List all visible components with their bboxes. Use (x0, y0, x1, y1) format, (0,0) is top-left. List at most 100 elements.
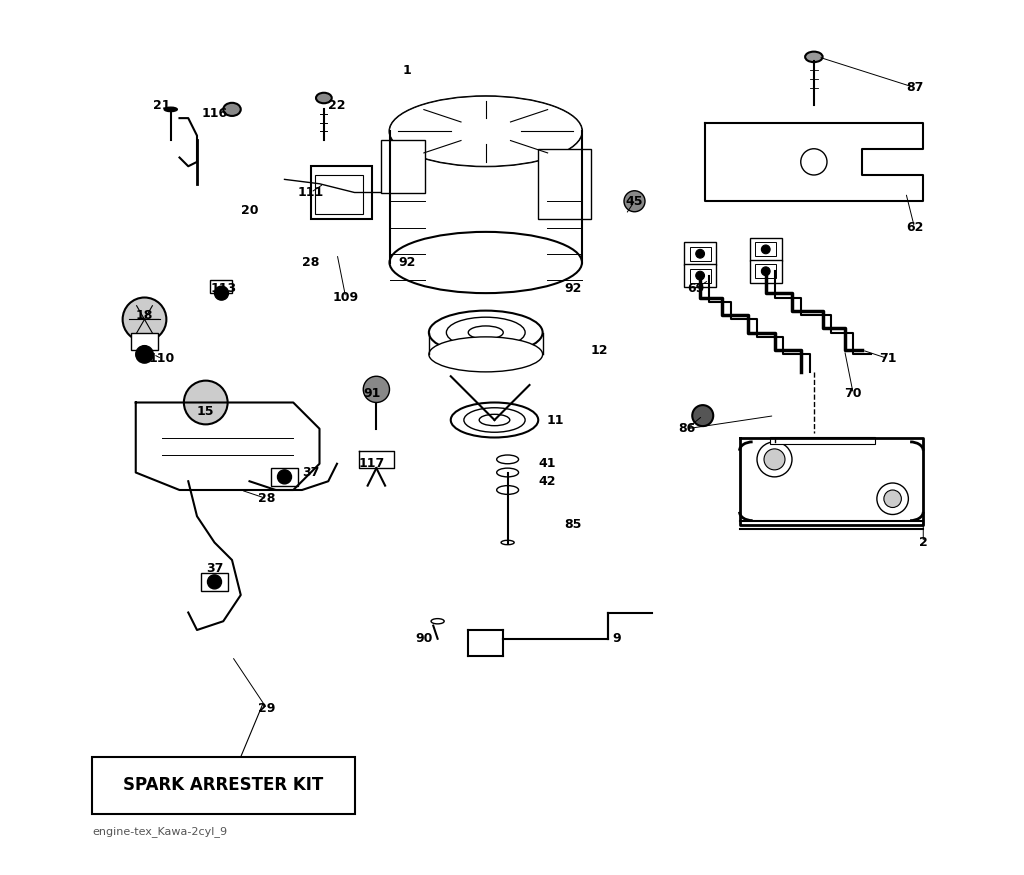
Text: 92: 92 (564, 283, 582, 295)
Circle shape (364, 376, 389, 402)
Text: 91: 91 (364, 388, 381, 400)
Ellipse shape (389, 96, 582, 166)
Text: 22: 22 (329, 99, 346, 111)
Text: 12: 12 (591, 344, 608, 356)
Circle shape (877, 483, 908, 514)
Bar (756, 242, 776, 256)
Ellipse shape (403, 102, 567, 161)
Circle shape (762, 267, 770, 276)
Bar (750, 260, 781, 283)
Bar (689, 269, 711, 283)
Text: 92: 92 (398, 256, 416, 269)
Circle shape (208, 575, 221, 589)
Text: 71: 71 (880, 353, 897, 365)
Circle shape (695, 249, 705, 258)
Text: 29: 29 (258, 703, 275, 715)
Circle shape (184, 381, 227, 424)
Circle shape (695, 271, 705, 280)
Text: 15: 15 (197, 405, 214, 417)
Text: 37: 37 (302, 466, 319, 479)
Ellipse shape (446, 318, 525, 348)
Circle shape (692, 405, 714, 426)
Circle shape (136, 346, 154, 363)
Text: 41: 41 (539, 458, 556, 470)
Text: 85: 85 (564, 519, 582, 531)
Text: 28: 28 (258, 493, 275, 505)
Ellipse shape (464, 408, 525, 432)
Text: 113: 113 (210, 283, 237, 295)
Text: 117: 117 (358, 458, 385, 470)
Text: engine-tex_Kawa-2cyl_9: engine-tex_Kawa-2cyl_9 (92, 826, 227, 836)
Circle shape (278, 470, 292, 484)
Circle shape (764, 449, 785, 470)
Polygon shape (358, 451, 394, 468)
Text: 109: 109 (333, 291, 358, 304)
Bar (131, 332, 158, 350)
Bar (750, 238, 781, 261)
Polygon shape (705, 123, 924, 201)
Ellipse shape (497, 455, 518, 464)
Bar (271, 468, 298, 486)
Text: 87: 87 (906, 81, 924, 94)
Circle shape (762, 245, 770, 254)
Ellipse shape (223, 103, 241, 116)
Ellipse shape (457, 121, 515, 142)
Text: 116: 116 (202, 108, 227, 120)
Bar (310, 166, 372, 219)
Bar (770, 437, 876, 444)
Bar (684, 264, 716, 287)
Text: 1: 1 (402, 64, 412, 76)
Bar (202, 573, 227, 591)
Bar (689, 247, 711, 261)
Ellipse shape (437, 114, 534, 149)
Bar (684, 242, 716, 265)
Text: 42: 42 (539, 475, 556, 487)
Ellipse shape (419, 107, 553, 156)
Text: 11: 11 (547, 414, 564, 426)
Ellipse shape (164, 107, 177, 112)
Ellipse shape (451, 402, 539, 438)
Circle shape (123, 298, 166, 341)
Ellipse shape (497, 486, 518, 494)
Ellipse shape (389, 232, 582, 293)
Text: 110: 110 (148, 353, 175, 365)
Ellipse shape (389, 96, 582, 166)
Ellipse shape (497, 468, 518, 477)
Bar (381, 140, 425, 192)
Polygon shape (739, 438, 924, 525)
Ellipse shape (431, 619, 444, 624)
Ellipse shape (479, 414, 510, 426)
Text: SPARK ARRESTER KIT: SPARK ARRESTER KIT (123, 776, 324, 794)
Ellipse shape (316, 93, 332, 103)
Ellipse shape (805, 52, 822, 62)
Bar (92, 757, 354, 814)
Text: 37: 37 (206, 563, 223, 575)
Bar (210, 280, 232, 293)
Text: 9: 9 (612, 633, 622, 645)
Ellipse shape (501, 541, 514, 544)
Text: 45: 45 (626, 195, 643, 207)
Text: 28: 28 (302, 256, 319, 269)
Text: 20: 20 (241, 204, 258, 216)
Ellipse shape (429, 311, 543, 354)
Circle shape (801, 149, 827, 175)
Bar (756, 264, 776, 278)
Polygon shape (136, 402, 319, 490)
Text: 70: 70 (845, 388, 862, 400)
Text: 62: 62 (906, 221, 924, 234)
Text: 18: 18 (136, 309, 154, 321)
Text: 69: 69 (687, 283, 705, 295)
Text: 86: 86 (678, 423, 695, 435)
Circle shape (214, 286, 228, 300)
Bar (315, 175, 364, 214)
Ellipse shape (429, 337, 543, 372)
Bar (539, 149, 591, 219)
Text: 111: 111 (298, 186, 324, 199)
Circle shape (624, 191, 645, 212)
Circle shape (884, 490, 901, 508)
Text: 90: 90 (416, 633, 433, 645)
Circle shape (757, 442, 792, 477)
Text: 2: 2 (919, 536, 928, 549)
Ellipse shape (468, 326, 503, 340)
Text: 21: 21 (154, 99, 171, 111)
